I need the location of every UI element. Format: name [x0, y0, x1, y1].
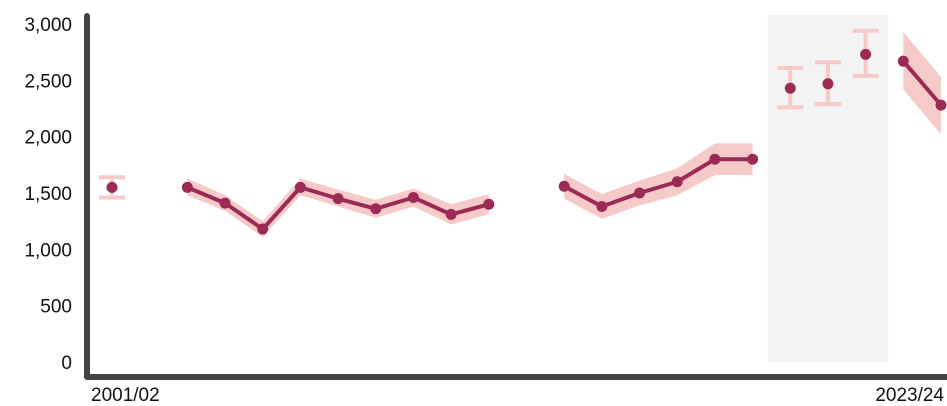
data-point-2006/07 [294, 181, 306, 193]
y-tick-label-1500: 1,500 [24, 184, 72, 205]
confidence-band-3 [564, 143, 753, 219]
y-tick-label-2500: 2,500 [24, 71, 72, 92]
data-point-2008/09 [370, 203, 382, 215]
data-point-2017/18 [709, 153, 721, 165]
data-point-layer [106, 48, 947, 235]
data-point-2022/23 [897, 55, 909, 67]
series-line-4 [901, 59, 943, 108]
data-point-2011/12 [483, 198, 495, 210]
data-point-2014/15 [596, 201, 608, 213]
y-tick-label-0: 0 [61, 353, 72, 374]
data-point-2010/11 [445, 208, 457, 220]
y-tick-labels: 0 500 1,000 1,500 2,000 2,500 3,000 [24, 15, 72, 374]
data-point-2004/05 [219, 197, 231, 209]
series-line-3 [562, 157, 755, 209]
y-tick-label-2000: 2,000 [24, 128, 72, 149]
data-point-2003/04 [181, 181, 193, 193]
data-point-2005/06 [257, 223, 269, 235]
data-point-2023/24 [935, 99, 947, 111]
data-point-2016/17 [671, 176, 683, 188]
data-point-2007/08 [332, 193, 344, 205]
data-point-2009/10 [407, 192, 419, 204]
data-point-2015/16 [634, 187, 646, 199]
y-tick-label-1000: 1,000 [24, 240, 72, 261]
data-point-2020/21 [822, 78, 834, 90]
data-point-2001/02 [106, 181, 118, 193]
data-point-2018/19 [747, 153, 759, 165]
y-tick-label-500: 500 [40, 297, 72, 318]
y-tick-label-3000: 3,000 [24, 15, 72, 36]
data-point-2013/14 [558, 180, 570, 192]
data-point-2019/20 [784, 82, 796, 94]
data-point-2021/22 [860, 48, 872, 60]
x-tick-label-last: 2023/24 [875, 385, 944, 406]
error-bar-layer [99, 28, 879, 200]
x-tick-label-first: 2001/02 [91, 385, 160, 406]
axes [84, 13, 947, 380]
